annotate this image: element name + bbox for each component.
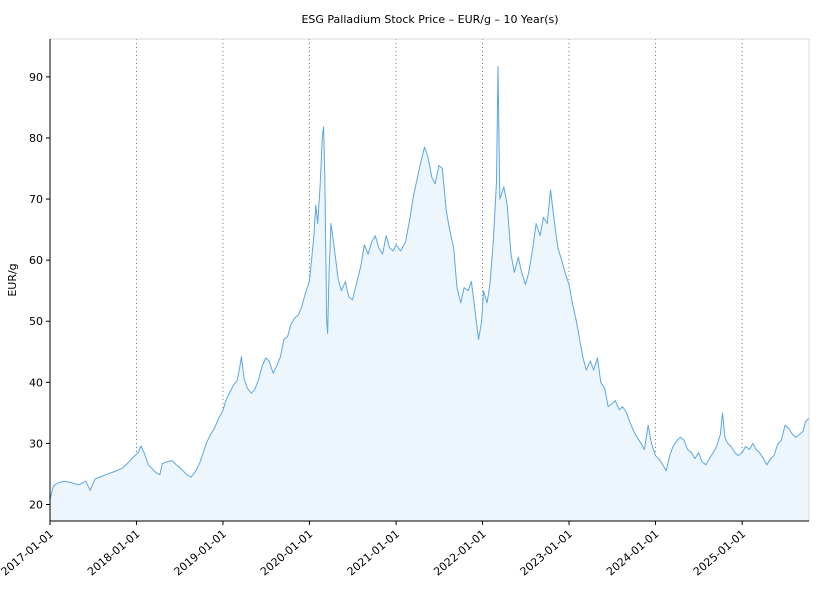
x-tick-label: 2018-01-01 <box>85 527 142 578</box>
x-tick-label: 2022-01-01 <box>431 527 488 578</box>
x-tick-label: 2021-01-01 <box>345 527 402 578</box>
y-tick-label: 20 <box>29 499 43 512</box>
price-line <box>49 65 810 500</box>
y-axis-ticks: 20 30 40 50 60 70 80 90 <box>29 71 50 512</box>
x-axis-ticks: 2017-01-01 2018-01-01 2019-01-01 2020-01-01… <box>0 521 748 578</box>
y-tick-label: 50 <box>29 315 43 328</box>
x-tick-label: 2024-01-01 <box>604 527 661 578</box>
y-tick-label: 60 <box>29 254 43 267</box>
x-tick-label: 2025-01-01 <box>691 527 748 578</box>
y-axis-label: EUR/g <box>6 263 19 296</box>
chart-title: ESG Palladium Stock Price – EUR/g – 10 Y… <box>301 13 558 26</box>
x-tick-label: 2019-01-01 <box>172 527 229 578</box>
y-tick-label: 40 <box>29 376 43 389</box>
x-tick-label: 2017-01-01 <box>0 527 56 578</box>
price-area-fill <box>50 66 809 522</box>
y-tick-label: 90 <box>29 71 43 84</box>
y-tick-label: 70 <box>29 193 43 206</box>
y-tick-label: 80 <box>29 132 43 145</box>
y-tick-label: 30 <box>29 437 43 450</box>
x-tick-label: 2023-01-01 <box>518 527 575 578</box>
x-tick-label: 2020-01-01 <box>258 527 315 578</box>
